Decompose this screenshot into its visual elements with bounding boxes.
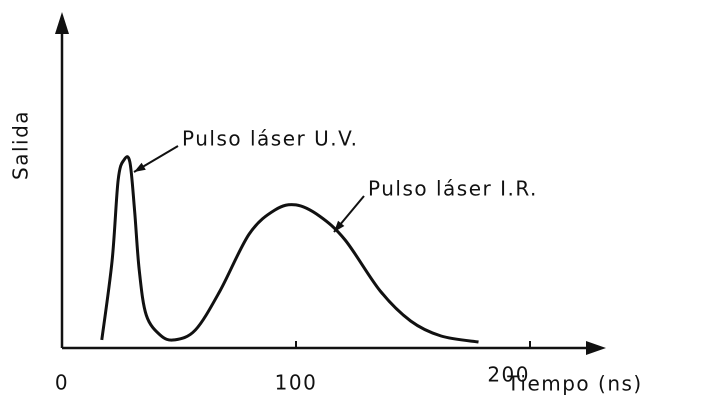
y-axis-label: Salida — [9, 110, 33, 180]
x-axis-arrow — [586, 341, 606, 355]
annotation: Pulso láser U.V. — [182, 127, 359, 151]
annotation-arrowhead — [334, 220, 345, 232]
x-axis-label: Tiempo (ns) — [506, 372, 642, 396]
line-series — [100, 155, 479, 344]
annotation-arrowhead — [134, 162, 146, 172]
x-tick-label: 0 — [55, 371, 69, 395]
annotation: Pulso láser I.R. — [368, 177, 538, 201]
x-tick-label: 100 — [275, 371, 318, 395]
y-axis-arrow — [55, 12, 69, 34]
x-tick-label: 200 — [487, 363, 530, 387]
